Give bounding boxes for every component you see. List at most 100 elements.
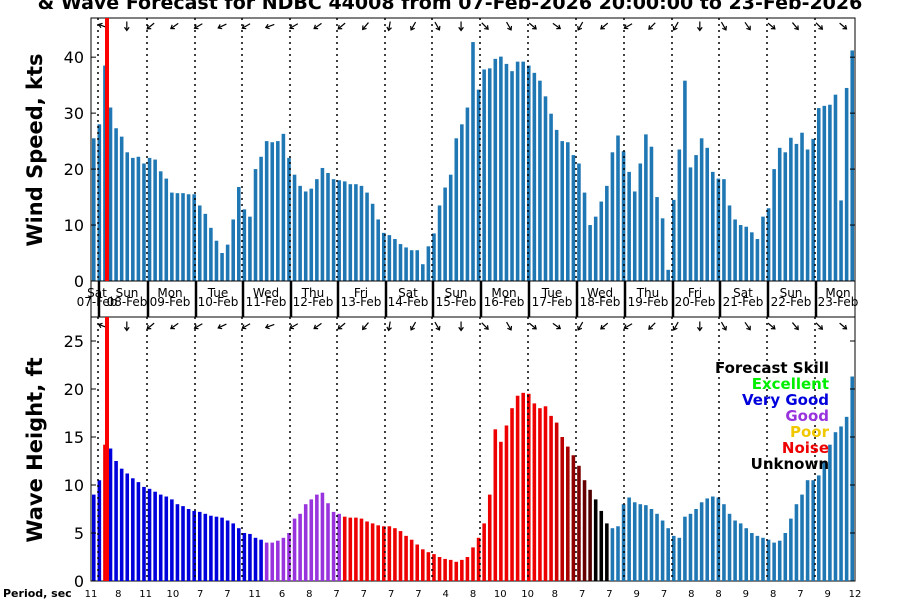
legend-entry: Unknown [751,455,829,473]
wave-bar [259,539,263,581]
day-date: 20-Feb [675,295,716,309]
direction-arrow [434,21,441,31]
wind-bar [421,264,425,281]
wind-bar [398,244,403,281]
wave-bar [616,526,620,581]
wave-bar [694,509,698,581]
day-weekday: Wed [587,286,613,300]
period-value: 7 [579,589,585,600]
direction-arrow [362,322,369,331]
legend-entry: Poor [790,423,830,441]
wind-bar [644,134,648,281]
wave-bar [805,480,810,581]
wind-bar [465,107,470,281]
wind-bar [454,138,459,281]
wave-panel: 0 5 10 15 20 25 Wave Height, ft Forecast Skil… [23,316,856,591]
day-date: 22-Feb [771,295,812,309]
wave-bar [131,478,135,581]
direction-arrow [648,322,656,330]
wind-bar [181,193,185,281]
wave-y-label: Wave Height, ft [23,357,47,542]
wave-bar [114,461,118,581]
wind-bar [833,94,838,281]
wind-bar [393,239,397,281]
direction-arrow [552,322,562,330]
wave-bar [326,503,330,581]
wind-bar [649,146,654,281]
direction-arrow [458,321,464,332]
wind-bar [694,155,698,281]
wave-bar [733,520,737,581]
direction-arrow [170,22,179,30]
legend-entry: Very Good [742,391,829,409]
wind-bar [365,192,369,281]
direction-arrow [577,21,584,31]
wind-bar [158,171,163,281]
wind-bar [549,113,553,281]
wave-bar [214,516,219,581]
y-tick-label: 15 [64,428,84,447]
wind-bar [805,149,810,281]
direction-arrow [337,322,346,330]
wave-bar [671,535,676,581]
wind-bar [499,56,503,281]
wind-bar [237,186,241,281]
period-value: 7 [797,589,803,600]
direction-arrow [289,23,299,30]
wave-bar [839,426,843,581]
wave-bar [783,533,788,581]
direction-arrow [506,321,513,331]
wind-bar [231,219,235,281]
direction-arrow [528,22,537,30]
wave-bar [504,425,509,581]
direction-arrow [410,21,417,31]
wind-bar [627,171,631,281]
wind-bar [108,107,113,281]
wind-bar [342,181,347,281]
wave-bar [448,559,453,581]
wind-panel: 0 10 20 30 40 Wind Speed, kts [23,17,856,291]
direction-arrow [623,23,633,30]
day-weekday: Mon [157,286,182,300]
wind-bar [772,169,776,281]
wave-bar [532,403,537,581]
direction-arrow [720,321,727,331]
period-value: 9 [825,589,831,600]
wind-bar [839,200,843,281]
wind-bar [794,143,799,281]
direction-arrow [696,321,703,332]
day-weekday: Wed [253,286,279,300]
wind-bar [655,197,659,281]
wind-bar [750,232,754,281]
wave-bar [315,494,319,581]
day-date: 14-Feb [388,295,429,309]
wave-bar [666,528,670,581]
wave-bar [387,526,392,581]
wave-bar [744,528,749,581]
wind-bar [203,213,208,281]
wind-bar [632,191,637,281]
wave-bar [97,480,102,581]
wind-bar [744,226,749,281]
wave-bar [181,506,185,581]
direction-arrow [744,21,751,31]
wave-bar [175,504,180,581]
wave-bar [610,528,615,581]
wave-bar [755,535,760,581]
wind-bar [136,156,141,281]
direction-arrow [241,23,251,30]
wind-bar [593,216,598,281]
wind-bar [387,235,392,281]
wave-day-lines [97,317,816,581]
period-value: 8 [306,589,312,600]
wind-bar [270,142,275,281]
wave-bar [510,408,514,581]
wave-bar [605,523,609,581]
direction-arrow [528,322,537,330]
wave-bar [644,505,648,581]
wave-bar [588,489,592,581]
wave-bar [722,504,726,581]
wave-bar [711,496,715,581]
wave-bar [142,486,146,581]
period-value: 8 [470,589,476,600]
